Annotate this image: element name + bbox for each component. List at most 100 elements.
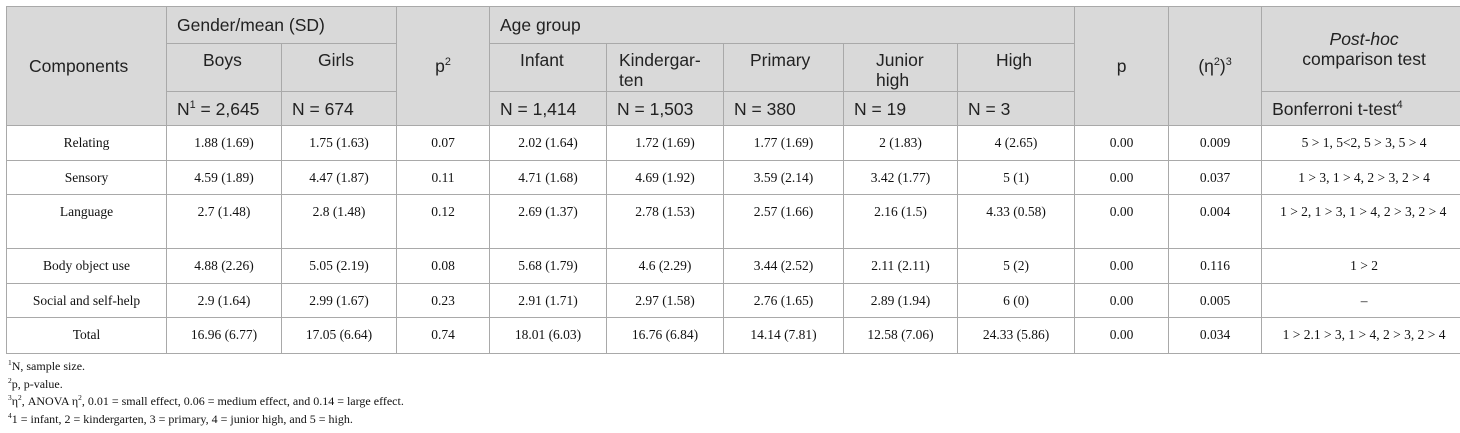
header-gender-group: Gender/mean (SD) — [166, 6, 397, 44]
footnote-4: 41 = infant, 2 = kindergarten, 3 = prima… — [8, 410, 353, 426]
cell-junior-high: 2.89 (1.94) — [843, 283, 958, 318]
header-junior-high: Junior high — [843, 43, 958, 92]
cell-kindergarten: 4.69 (1.92) — [606, 160, 724, 195]
cell-p: 0.00 — [1074, 125, 1170, 161]
cell-high: 5 (2) — [956, 248, 1076, 284]
table-row: Social and self-help 2.9 (1.64) 2.99 (1.… — [6, 283, 1460, 318]
cell-p2: 0.12 — [396, 194, 490, 249]
header-primary: Primary — [723, 43, 844, 92]
table-row: Body object use 4.88 (2.26) 5.05 (2.19) … — [6, 248, 1460, 284]
header-n-high: N = 3 — [956, 91, 1076, 126]
cell-girls: 2.99 (1.67) — [281, 283, 397, 318]
cell-eta: 0.009 — [1168, 125, 1263, 161]
cell-girls: 17.05 (6.64) — [281, 317, 397, 354]
cell-boys: 4.88 (2.26) — [166, 248, 282, 284]
cell-boys: 2.7 (1.48) — [166, 194, 282, 249]
cell-posthoc: 1 > 2, 1 > 3, 1 > 4, 2 > 3, 2 > 4 — [1261, 194, 1460, 249]
header-infant: Infant — [489, 43, 607, 92]
table-row: Relating 1.88 (1.69) 1.75 (1.63) 0.07 2.… — [6, 125, 1460, 161]
header-high: High — [956, 43, 1076, 92]
cell-kindergarten: 2.78 (1.53) — [606, 194, 724, 249]
cell-p2: 0.07 — [396, 125, 490, 161]
cell-eta: 0.037 — [1168, 160, 1263, 195]
header-n-primary: N = 380 — [723, 91, 844, 126]
header-n-girls: N = 674 — [281, 91, 397, 126]
cell-junior-high: 3.42 (1.77) — [843, 160, 958, 195]
footnote-3: 3η2, ANOVA η2, 0.01 = small effect, 0.06… — [8, 393, 404, 408]
cell-eta: 0.004 — [1168, 194, 1263, 249]
cell-primary: 3.59 (2.14) — [723, 160, 844, 195]
cell-girls: 1.75 (1.63) — [281, 125, 397, 161]
cell-high: 5 (1) — [956, 160, 1076, 195]
row-component: Total — [6, 317, 167, 354]
table-footnotes: 1N, sample size. 2p, p-value. 3η2, ANOVA… — [8, 358, 1448, 428]
cell-posthoc: 1 > 3, 1 > 4, 2 > 3, 2 > 4 — [1261, 160, 1460, 195]
header-n-infant: N = 1,414 — [489, 91, 607, 126]
cell-infant: 2.02 (1.64) — [489, 125, 607, 161]
footnote-1: 1N, sample size. — [8, 358, 86, 373]
row-component: Social and self-help — [6, 283, 167, 318]
cell-boys: 1.88 (1.69) — [166, 125, 282, 161]
cell-primary: 3.44 (2.52) — [723, 248, 844, 284]
cell-boys: 4.59 (1.89) — [166, 160, 282, 195]
cell-p: 0.00 — [1074, 194, 1170, 249]
cell-primary: 2.57 (1.66) — [723, 194, 844, 249]
cell-p: 0.00 — [1074, 317, 1170, 354]
cell-p: 0.00 — [1074, 248, 1170, 284]
header-p: p — [1074, 6, 1170, 126]
header-age-group: Age group — [488, 6, 1076, 44]
cell-infant: 2.69 (1.37) — [489, 194, 607, 249]
cell-eta: 0.005 — [1168, 283, 1263, 318]
cell-kindergarten: 16.76 (6.84) — [606, 317, 724, 354]
header-n-junior: N = 19 — [843, 91, 958, 126]
cell-posthoc: 5 > 1, 5<2, 5 > 3, 5 > 4 — [1261, 125, 1460, 161]
cell-infant: 5.68 (1.79) — [489, 248, 607, 284]
header-bonferroni: Bonferroni t-test4 — [1261, 91, 1460, 126]
cell-p2: 0.23 — [396, 283, 490, 318]
cell-posthoc: 1 > 2 — [1261, 248, 1460, 284]
cell-girls: 2.8 (1.48) — [281, 194, 397, 249]
cell-junior-high: 2 (1.83) — [843, 125, 958, 161]
row-component: Relating — [6, 125, 167, 161]
header-n-boys: N1 = 2,645 — [166, 91, 282, 126]
row-component: Body object use — [6, 248, 167, 284]
row-component: Language — [6, 194, 167, 249]
header-posthoc: Post-hoc comparison test — [1261, 6, 1460, 92]
cell-high: 6 (0) — [956, 283, 1076, 318]
table-row: Sensory 4.59 (1.89) 4.47 (1.87) 0.11 4.7… — [6, 160, 1460, 195]
results-table: Components Gender/mean (SD) p2 Age group… — [6, 6, 1460, 354]
cell-high: 4.33 (0.58) — [956, 194, 1076, 249]
cell-girls: 5.05 (2.19) — [281, 248, 397, 284]
cell-p: 0.00 — [1074, 160, 1170, 195]
cell-primary: 14.14 (7.81) — [723, 317, 844, 354]
cell-eta: 0.116 — [1168, 248, 1263, 284]
row-component: Sensory — [6, 160, 167, 195]
cell-boys: 16.96 (6.77) — [166, 317, 282, 354]
header-p2: p2 — [396, 6, 490, 126]
cell-girls: 4.47 (1.87) — [281, 160, 397, 195]
cell-primary: 1.77 (1.69) — [723, 125, 844, 161]
cell-infant: 4.71 (1.68) — [489, 160, 607, 195]
cell-kindergarten: 1.72 (1.69) — [606, 125, 724, 161]
header-n-kindergarten: N = 1,503 — [606, 91, 724, 126]
cell-junior-high: 2.16 (1.5) — [843, 194, 958, 249]
cell-infant: 2.91 (1.71) — [489, 283, 607, 318]
header-components: Components — [6, 6, 167, 126]
cell-posthoc: – — [1261, 283, 1460, 318]
cell-posthoc: 1 > 2.1 > 3, 1 > 4, 2 > 3, 2 > 4 — [1261, 317, 1460, 354]
cell-kindergarten: 2.97 (1.58) — [606, 283, 724, 318]
header-boys: Boys — [166, 43, 282, 92]
cell-high: 4 (2.65) — [956, 125, 1076, 161]
cell-junior-high: 12.58 (7.06) — [843, 317, 958, 354]
table-row: Total 16.96 (6.77) 17.05 (6.64) 0.74 18.… — [6, 317, 1460, 354]
header-eta: (η2)3 — [1168, 6, 1263, 126]
cell-high: 24.33 (5.86) — [956, 317, 1076, 354]
cell-p2: 0.74 — [396, 317, 490, 354]
cell-eta: 0.034 — [1168, 317, 1263, 354]
cell-boys: 2.9 (1.64) — [166, 283, 282, 318]
cell-kindergarten: 4.6 (2.29) — [606, 248, 724, 284]
header-girls: Girls — [281, 43, 397, 92]
cell-junior-high: 2.11 (2.11) — [843, 248, 958, 284]
header-kindergarten: Kindergar­ten — [606, 43, 724, 92]
